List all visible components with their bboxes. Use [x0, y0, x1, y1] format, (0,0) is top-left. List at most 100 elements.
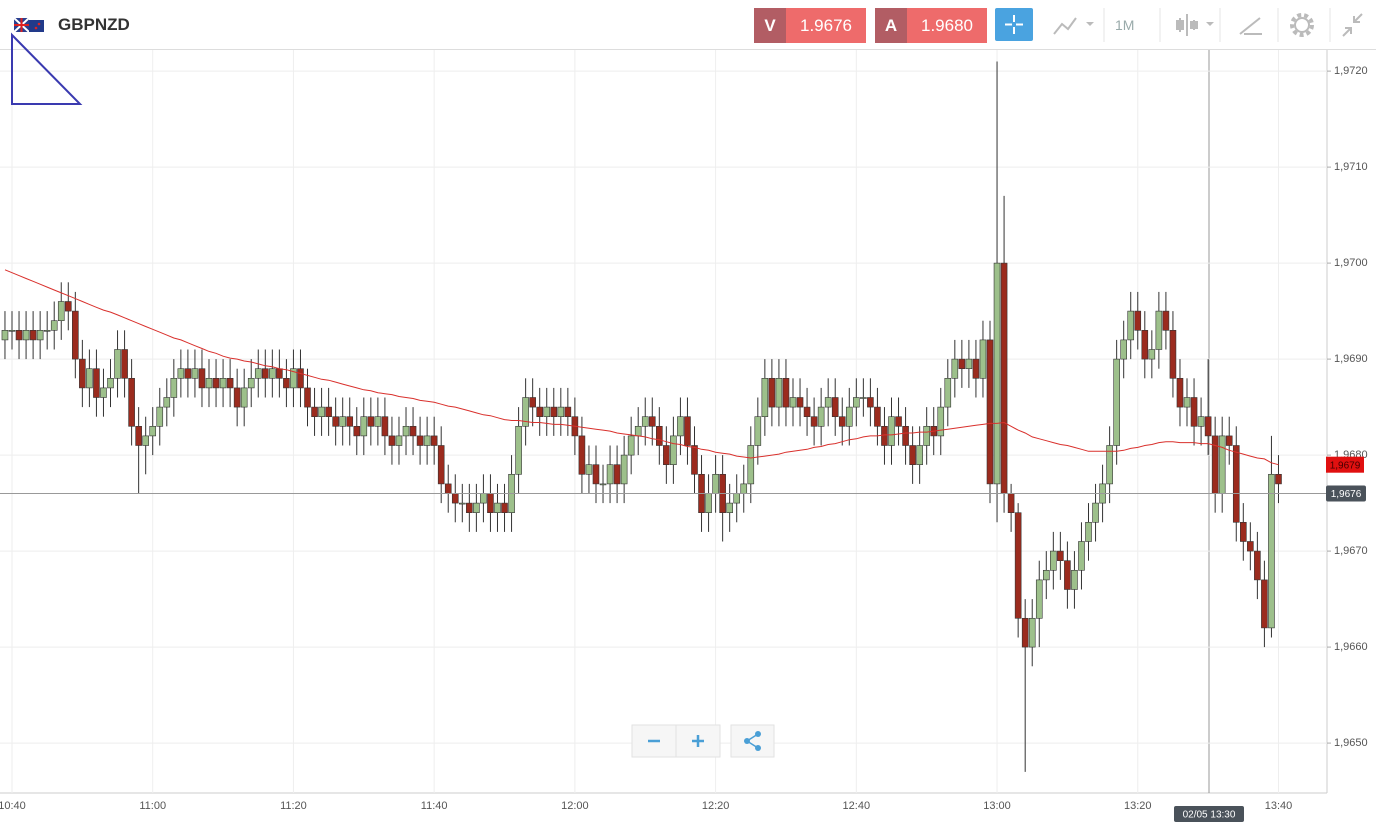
candle-body	[627, 435, 635, 456]
candle-body	[845, 406, 853, 427]
share-dot	[744, 738, 750, 744]
crosshair-price-box	[1326, 485, 1366, 502]
candle-body	[1092, 502, 1099, 523]
candle-body	[416, 435, 424, 446]
x-tick-label: 11:40	[421, 800, 448, 812]
sell-button[interactable]: V 1.9676	[754, 8, 866, 43]
x-tick-label: 11:00	[139, 800, 166, 812]
candle-body	[726, 502, 733, 513]
candle-body	[325, 406, 332, 418]
y-tick-label: 1,9660	[1334, 641, 1368, 653]
candle-body	[1218, 435, 1226, 494]
candle-body	[789, 397, 797, 408]
candle-body	[339, 416, 346, 427]
candle-body	[212, 378, 220, 389]
candle-body	[599, 483, 607, 486]
candle-body	[515, 425, 522, 475]
candle-body	[613, 464, 621, 485]
candle-body	[1232, 445, 1240, 523]
y-tick-label: 1,9670	[1334, 545, 1368, 557]
candle-body	[1085, 521, 1092, 542]
candle-body	[466, 502, 473, 513]
candle-body	[297, 368, 304, 389]
toolbar: GBPNZD V 1.9676 A 1.9680 1M	[0, 0, 1376, 50]
candle-body	[360, 416, 368, 437]
y-tick-label: 1,9720	[1334, 65, 1368, 77]
candle-body	[57, 301, 65, 322]
candle-body	[423, 435, 431, 446]
candle-body	[149, 425, 157, 437]
candle-body	[8, 330, 16, 332]
candle-body	[1268, 473, 1275, 629]
candle-body	[817, 406, 825, 427]
candle-body	[388, 435, 396, 446]
candle-body	[128, 378, 135, 427]
candle-body	[677, 416, 684, 437]
candle-body	[121, 349, 128, 379]
candle-body	[1254, 550, 1261, 581]
candle-body	[304, 387, 311, 408]
candle-body	[1169, 330, 1177, 379]
x-tick-label: 12:00	[561, 800, 589, 812]
candle-body	[283, 378, 290, 389]
candle-body	[958, 358, 966, 370]
crosshair-button[interactable]	[995, 8, 1033, 41]
drawing-triangle	[11, 32, 83, 105]
candle-body	[100, 387, 107, 398]
share-dot	[755, 745, 761, 751]
candle-body	[965, 358, 973, 370]
candle-body	[135, 425, 142, 446]
candle-body	[881, 425, 888, 446]
candle-body	[107, 378, 114, 389]
buy-button[interactable]: A 1.9680	[875, 8, 987, 43]
candle-body	[937, 406, 945, 437]
candle-body	[578, 435, 586, 475]
candle-body	[888, 416, 895, 446]
candle-body	[529, 397, 536, 408]
candle-body	[1261, 579, 1268, 629]
toolbar-icons	[1053, 8, 1363, 42]
candle-body	[754, 416, 762, 446]
candle-body	[1176, 378, 1184, 408]
candle-body	[402, 425, 410, 437]
candle-body	[1120, 339, 1127, 360]
candle-body	[142, 435, 149, 446]
candle-body	[163, 397, 171, 408]
y-tick-label: 1,9650	[1334, 737, 1368, 749]
candle-body	[874, 406, 881, 427]
candle-body	[346, 416, 354, 427]
candle-body	[318, 406, 325, 418]
candle-body	[15, 330, 23, 341]
candle-body	[712, 473, 719, 494]
candle-body	[705, 493, 712, 513]
candle-body	[1240, 521, 1247, 542]
candle-body	[670, 435, 677, 465]
candle-body	[1183, 397, 1191, 408]
candle-body	[114, 349, 121, 379]
candle-body	[810, 416, 818, 427]
candle-body	[1071, 569, 1078, 590]
crosshair-time: 02/05 13:30	[1183, 810, 1236, 821]
candle-body	[1021, 617, 1029, 648]
candle-body	[557, 406, 565, 418]
zoom-controls	[631, 724, 775, 758]
candle-body	[353, 425, 361, 437]
y-tick-label: 1,9710	[1334, 161, 1368, 173]
share-dot	[755, 731, 761, 737]
candle-body	[381, 416, 389, 437]
y-tick-label: 1,9700	[1334, 257, 1368, 269]
candle-body	[656, 425, 663, 446]
candle-body	[473, 502, 480, 513]
candle-body	[1, 330, 9, 341]
candle-body	[564, 406, 572, 418]
candle-body	[459, 502, 466, 505]
candle-body	[909, 445, 916, 465]
sell-label: V	[754, 8, 786, 43]
timeframe[interactable]: 1M	[1115, 17, 1135, 33]
x-tick-label: 12:40	[843, 800, 871, 812]
candle-body	[1225, 435, 1233, 446]
share-button[interactable]	[730, 724, 775, 758]
candle-body	[740, 483, 748, 494]
candle-body	[761, 378, 769, 418]
